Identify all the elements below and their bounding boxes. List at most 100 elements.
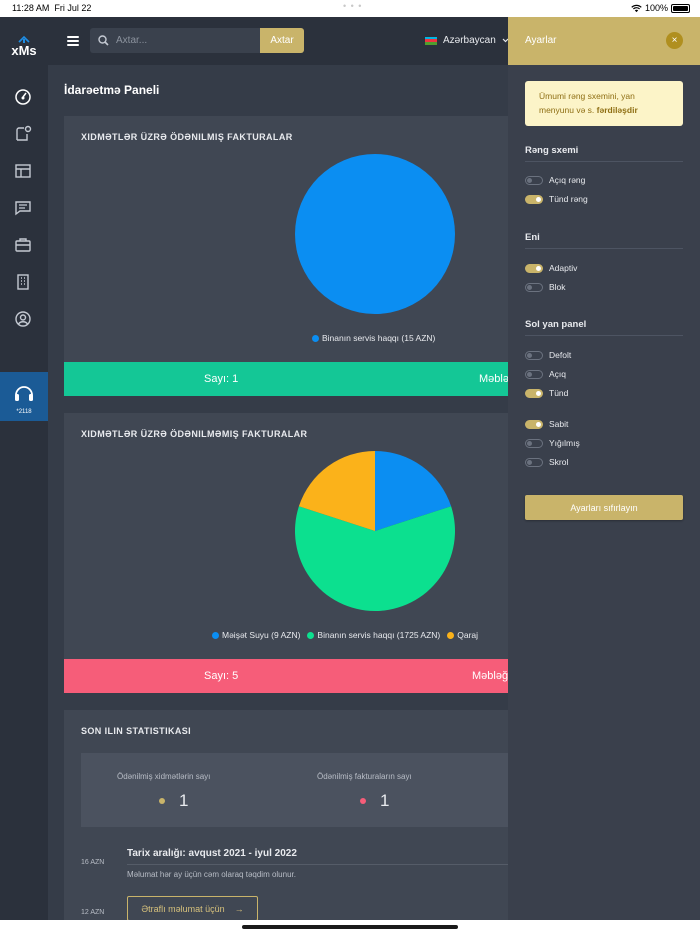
- support-button[interactable]: *2118: [0, 372, 48, 421]
- paid-services-count: 1: [159, 791, 188, 811]
- toggle-switch[interactable]: [525, 457, 543, 467]
- paid-legend: Binanın servis haqqı (15 AZN): [312, 333, 435, 343]
- reset-settings-button[interactable]: Ayarları sıfırlayın: [525, 495, 683, 520]
- status-time: 11:28 AM Fri Jul 22: [12, 3, 92, 13]
- xms-logo[interactable]: xMs: [6, 33, 42, 59]
- unpaid-count: Sayı: 5: [204, 670, 239, 682]
- briefcase-icon[interactable]: [14, 236, 32, 254]
- paid-services-count-label: Ödənilmiş xidmətlərin sayı: [117, 772, 211, 781]
- unpaid-pie-chart: [295, 451, 455, 611]
- services-icon[interactable]: [14, 125, 32, 143]
- logo-text: xMs: [11, 43, 36, 58]
- unpaid-card-title: XIDMƏTLƏR ÜZRƏ ÖDƏNILMƏMIŞ FAKTURALAR: [81, 429, 308, 439]
- language-selector[interactable]: Azərbaycan: [425, 35, 509, 46]
- settings-header: Ayarlar ×: [508, 17, 700, 65]
- battery-icon: [671, 3, 690, 13]
- building-icon[interactable]: [14, 273, 32, 291]
- sidebar: xMs *2118: [0, 17, 48, 920]
- unpaid-invoices-card: XIDMƏTLƏR ÜZRƏ ÖDƏNILMƏMIŞ FAKTURALAR Mə…: [64, 413, 508, 693]
- width-title: Eni: [525, 232, 540, 243]
- search-input[interactable]: [116, 28, 256, 53]
- toggle-switch[interactable]: [525, 350, 543, 360]
- toggle-switch[interactable]: [525, 438, 543, 448]
- unpaid-legend-item[interactable]: Binanın servis haqqı (1725 AZN): [307, 630, 440, 640]
- top-bar: Axtar Azərbaycan: [48, 17, 509, 65]
- toggle-switch[interactable]: [525, 388, 543, 398]
- profile-icon[interactable]: [14, 310, 32, 328]
- toggle-light[interactable]: Açıq: [525, 369, 566, 379]
- chevron-down-icon: [502, 38, 509, 43]
- date-range-subtitle: Məlumat hər ay üçün cəm olaraq təqdim ol…: [127, 870, 296, 879]
- paid-invoices-card: XIDMƏTLƏR ÜZRƏ ÖDƏNILMIŞ FAKTURALAR Bina…: [64, 116, 508, 396]
- unpaid-amount: Məbləğ: [472, 670, 508, 682]
- status-bar: 11:28 AM Fri Jul 22 • • • 100%: [0, 0, 700, 17]
- more-info-button[interactable]: Ətraflı məlumat üçün →: [127, 896, 258, 920]
- layout-icon[interactable]: [14, 162, 32, 180]
- divider: [525, 248, 683, 249]
- unpaid-legend: Məişət Suyu (9 AZN) Binanın servis haqqı…: [212, 630, 478, 640]
- menu-icon[interactable]: [67, 36, 79, 46]
- divider: [525, 161, 683, 162]
- pie-slice-1[interactable]: [375, 451, 452, 531]
- yearly-stats-card: SON ILIN STATISTIKASI Ödənilmiş xidmətlə…: [64, 710, 508, 920]
- settings-title: Ayarlar: [525, 35, 557, 46]
- color-scheme-title: Rəng sxemi: [525, 145, 579, 156]
- toggle-collapsed[interactable]: Yığılmış: [525, 438, 580, 448]
- azerbaijan-flag-icon: [425, 36, 437, 45]
- toggle-switch[interactable]: [525, 369, 543, 379]
- toggle-adaptive[interactable]: Adaptiv: [525, 263, 577, 273]
- legend-dot: [312, 335, 319, 342]
- unpaid-legend-item[interactable]: Məişət Suyu (9 AZN): [212, 630, 300, 640]
- stats-card-title: SON ILIN STATISTIKASI: [81, 726, 192, 736]
- toggle-block[interactable]: Blok: [525, 282, 566, 292]
- customize-link[interactable]: fərdiləşdir: [596, 105, 638, 115]
- toggle-switch[interactable]: [525, 263, 543, 273]
- headset-icon: [15, 386, 33, 401]
- pie-slice-3[interactable]: [298, 451, 375, 531]
- messages-icon[interactable]: [14, 199, 32, 217]
- stat-dot: [360, 798, 366, 804]
- status-right: 100%: [631, 3, 690, 13]
- toggle-switch[interactable]: [525, 282, 543, 292]
- stats-summary-box: Ödənilmiş xidmətlərin sayı 1 Ödənilmiş f…: [81, 753, 508, 827]
- paid-pie-chart: [295, 154, 455, 314]
- stat-dot: [159, 798, 165, 804]
- toggle-switch[interactable]: [525, 419, 543, 429]
- home-indicator: [242, 925, 458, 929]
- legend-dot: [447, 632, 455, 639]
- toggle-dark-color[interactable]: Tünd rəng: [525, 194, 588, 204]
- toggle-fixed[interactable]: Sabit: [525, 419, 568, 429]
- toggle-light-color[interactable]: Açıq rəng: [525, 175, 585, 185]
- y-axis-label: 16 AZN: [81, 859, 105, 866]
- toggle-default[interactable]: Defolt: [525, 350, 571, 360]
- settings-notice: Ümumi rəng sxemini, yan menyunu və s. fə…: [525, 81, 683, 126]
- legend-dot: [212, 632, 219, 639]
- arrow-right-icon: →: [234, 903, 244, 914]
- close-button[interactable]: ×: [666, 32, 683, 49]
- pie-slice-2[interactable]: [295, 506, 455, 611]
- paid-card-title: XIDMƏTLƏR ÜZRƏ ÖDƏNILMIŞ FAKTURALAR: [81, 132, 293, 142]
- paid-invoices-count: 1: [360, 791, 389, 811]
- paid-legend-item[interactable]: Binanın servis haqqı (15 AZN): [312, 333, 435, 343]
- paid-summary-bar: Sayı: 1 Məbləğ: [64, 362, 508, 396]
- unpaid-legend-item[interactable]: Qaraj: [447, 630, 478, 640]
- multitask-dots: • • •: [343, 1, 363, 11]
- battery-percent: 100%: [644, 3, 668, 13]
- paid-invoices-count-label: Ödənilmiş fakturaların sayı: [317, 772, 412, 781]
- toggle-scroll[interactable]: Skrol: [525, 457, 568, 467]
- wifi-icon: [631, 4, 642, 12]
- legend-dot: [307, 632, 315, 639]
- search-button[interactable]: Axtar: [260, 28, 304, 53]
- dashboard-icon[interactable]: [14, 88, 32, 106]
- support-number: *2118: [16, 409, 32, 415]
- pie-slice-1[interactable]: [295, 154, 455, 314]
- search-box: [90, 28, 260, 53]
- toggle-switch[interactable]: [525, 194, 543, 204]
- toggle-dark[interactable]: Tünd: [525, 388, 568, 398]
- date-range-title: Tarix aralığı: avqust 2021 - iyul 2022: [127, 848, 297, 859]
- paid-amount: Məbləğ: [479, 373, 508, 385]
- language-label: Azərbaycan: [443, 35, 496, 46]
- paid-count: Sayı: 1: [204, 373, 239, 385]
- y-axis-label: 12 AZN: [81, 909, 105, 916]
- toggle-switch[interactable]: [525, 175, 543, 185]
